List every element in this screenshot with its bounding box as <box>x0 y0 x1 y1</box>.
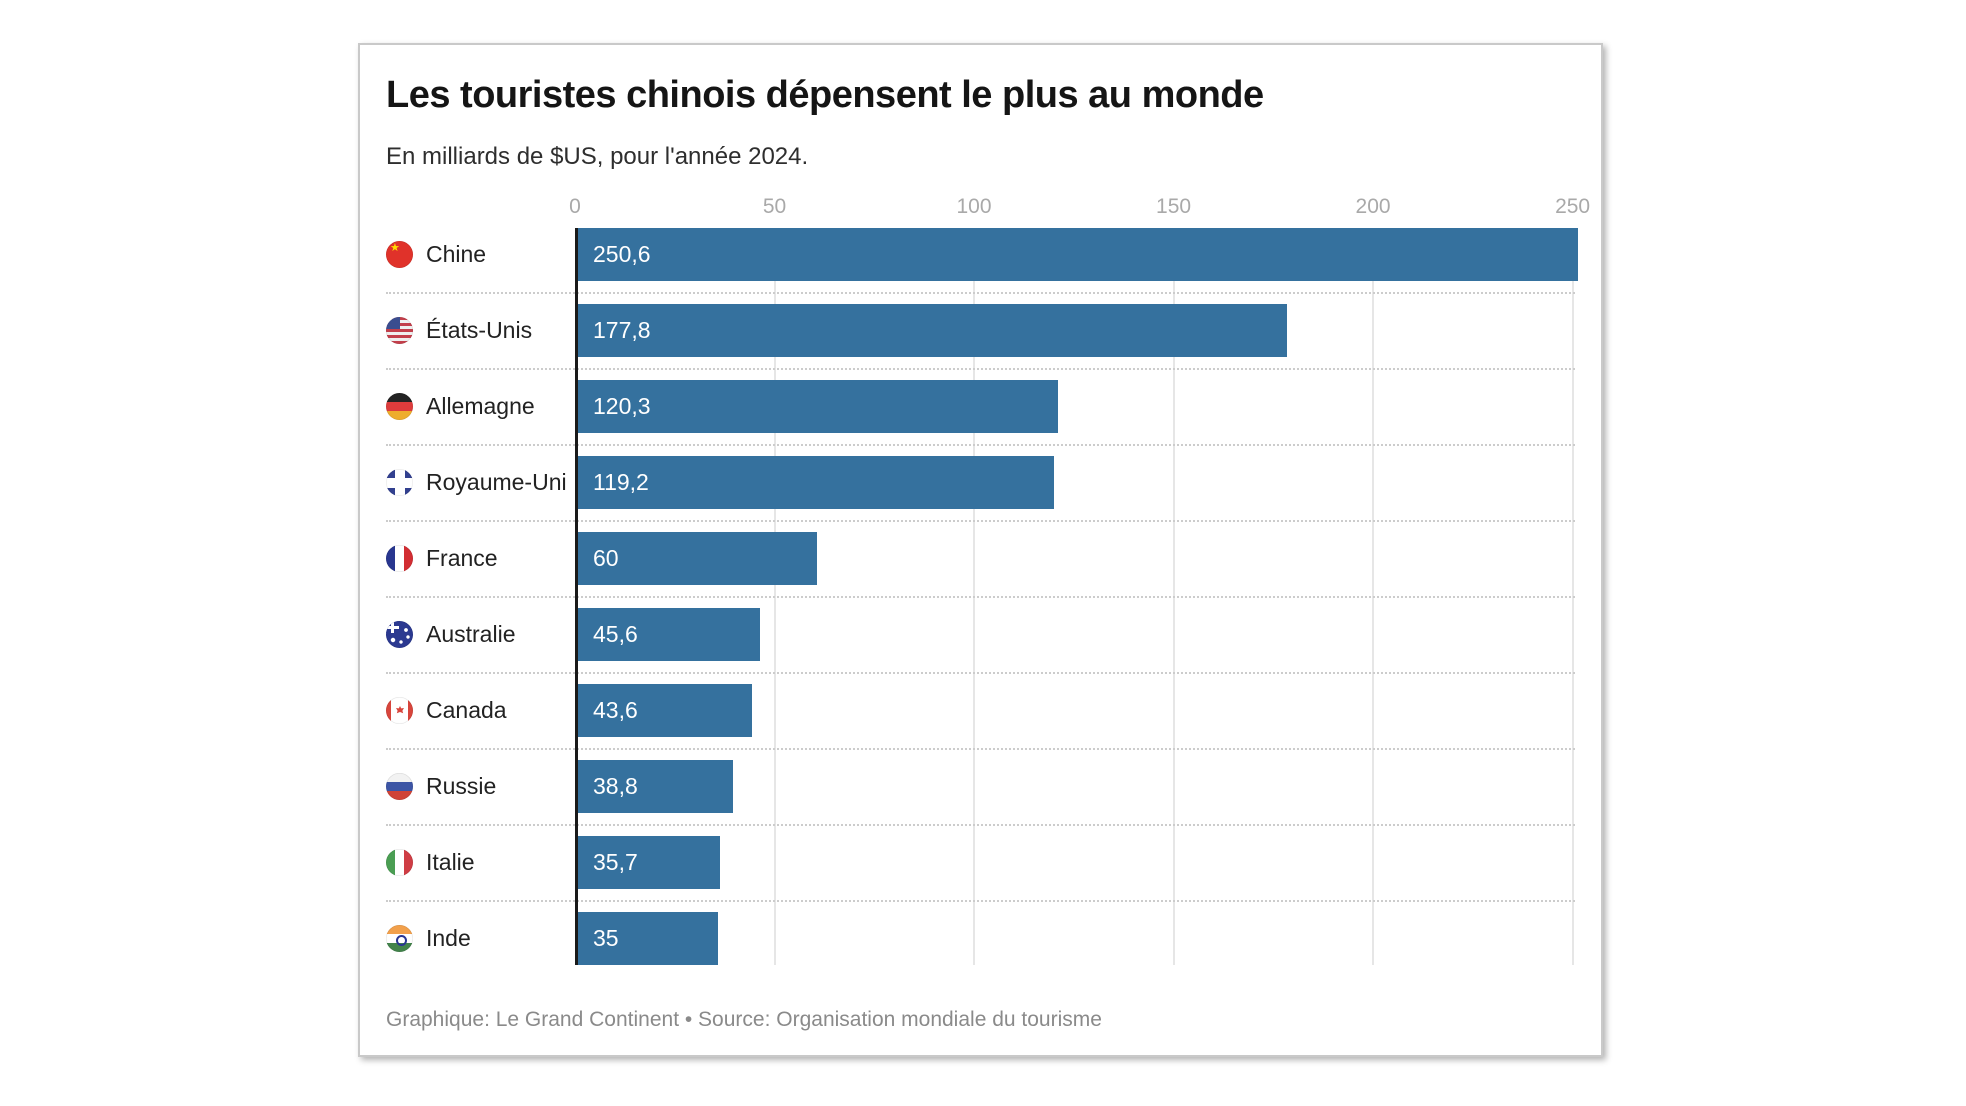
value-label: 119,2 <box>593 469 649 495</box>
row-separator <box>386 900 1575 902</box>
country-label: Allemagne <box>426 393 535 419</box>
bar-track: 45,6 <box>575 608 1575 661</box>
bar: 177,8 <box>578 304 1288 357</box>
row-label: Canada <box>386 684 575 737</box>
value-label: 60 <box>593 545 619 571</box>
bar: 35,7 <box>578 836 721 889</box>
flag-it-icon <box>386 849 413 876</box>
row-separator <box>386 292 1575 294</box>
flag-us-icon <box>386 317 413 344</box>
bar-track: 60 <box>575 532 1575 585</box>
bar-track: 119,2 <box>575 456 1575 509</box>
country-label: Australie <box>426 621 516 647</box>
bar: 43,6 <box>578 684 752 737</box>
country-label: Royaume-Uni <box>426 469 567 495</box>
axis-tick-label: 250 <box>1555 195 1591 218</box>
country-label: Chine <box>426 241 487 267</box>
flag-de-icon <box>386 393 413 420</box>
row-separator <box>386 824 1575 826</box>
bar-track: 177,8 <box>575 304 1575 357</box>
chart-body: Chine 250,6 États-Unis 177,8 Allemagne 120,3 R… <box>386 228 1578 965</box>
chart-row: Canada 43,6 <box>386 684 1575 760</box>
row-label: Italie <box>386 836 575 889</box>
flag-in-icon <box>386 925 413 952</box>
axis-tick-label: 200 <box>1355 195 1391 218</box>
axis-tick-strip: 0 50 100 150 200 250 <box>569 177 1590 228</box>
credit-line: Graphique: Le Grand Continent • Source: … <box>386 1008 1102 1031</box>
bar-track: 38,8 <box>575 760 1575 813</box>
value-label: 43,6 <box>593 697 638 723</box>
country-label: Russie <box>426 773 497 799</box>
value-label: 35 <box>593 925 619 951</box>
chart-rows: Chine 250,6 États-Unis 177,8 Allemagne 120,3 R… <box>386 228 1578 965</box>
chart-subtitle: En milliards de $US, pour l'année 2024. <box>386 143 809 170</box>
bar: 45,6 <box>578 608 760 661</box>
chart-row: Chine 250,6 <box>386 228 1578 304</box>
chart-row: Russie 38,8 <box>386 760 1575 836</box>
bar: 38,8 <box>578 760 733 813</box>
flag-cn-icon <box>386 241 413 268</box>
bar-track: 35 <box>575 912 1575 965</box>
bar: 35 <box>578 912 718 965</box>
row-label: Chine <box>386 228 575 281</box>
value-label: 35,7 <box>593 849 638 875</box>
country-label: France <box>426 545 498 571</box>
flag-ca-icon <box>386 697 413 724</box>
chart-row: Italie 35,7 <box>386 836 1575 912</box>
chart-title: Les touristes chinois dépensent le plus … <box>386 74 1264 116</box>
row-separator <box>386 596 1575 598</box>
country-label: Canada <box>426 697 507 723</box>
row-label: Russie <box>386 760 575 813</box>
chart-row: Inde 35 <box>386 912 1575 965</box>
axis-tick-label: 100 <box>956 195 992 218</box>
bar-chart: 0 50 100 150 200 250 Chine 250,6 États-Unis 177,… <box>386 177 1590 965</box>
bar: 120,3 <box>578 380 1059 433</box>
row-separator <box>386 368 1575 370</box>
row-label: France <box>386 532 575 585</box>
value-label: 45,6 <box>593 621 638 647</box>
chart-card: Les touristes chinois dépensent le plus … <box>358 43 1603 1057</box>
axis-tick-label: 50 <box>762 195 787 218</box>
bar-track: 35,7 <box>575 836 1575 889</box>
flag-au-icon <box>386 621 413 648</box>
axis-line <box>575 228 578 965</box>
axis-tick-label: 150 <box>1156 195 1192 218</box>
value-label: 177,8 <box>593 317 651 343</box>
chart-row: France 60 <box>386 532 1575 608</box>
bar-track: 250,6 <box>575 228 1578 281</box>
row-label: Australie <box>386 608 575 661</box>
flag-gb-icon <box>386 469 413 496</box>
country-label: États-Unis <box>426 317 533 343</box>
row-label: Allemagne <box>386 380 575 433</box>
bar: 250,6 <box>578 228 1578 281</box>
bar-track: 120,3 <box>575 380 1575 433</box>
chart-row: États-Unis 177,8 <box>386 304 1575 380</box>
axis-tick-label: 0 <box>569 195 581 218</box>
value-label: 120,3 <box>593 393 651 419</box>
bar-track: 43,6 <box>575 684 1575 737</box>
row-separator <box>386 444 1575 446</box>
value-label: 38,8 <box>593 773 638 799</box>
row-label: États-Unis <box>386 304 575 357</box>
chart-row: Royaume-Uni 119,2 <box>386 456 1575 532</box>
country-label: Italie <box>426 849 475 875</box>
row-separator <box>386 672 1575 674</box>
chart-row: Australie 45,6 <box>386 608 1575 684</box>
bar: 60 <box>578 532 818 585</box>
value-label: 250,6 <box>593 241 651 267</box>
country-label: Inde <box>426 925 471 951</box>
row-label: Royaume-Uni <box>386 456 575 509</box>
row-separator <box>386 520 1575 522</box>
row-separator <box>386 748 1575 750</box>
flag-ru-icon <box>386 773 413 800</box>
chart-row: Allemagne 120,3 <box>386 380 1575 456</box>
row-label: Inde <box>386 912 575 965</box>
flag-fr-icon <box>386 545 413 572</box>
bar: 119,2 <box>578 456 1054 509</box>
